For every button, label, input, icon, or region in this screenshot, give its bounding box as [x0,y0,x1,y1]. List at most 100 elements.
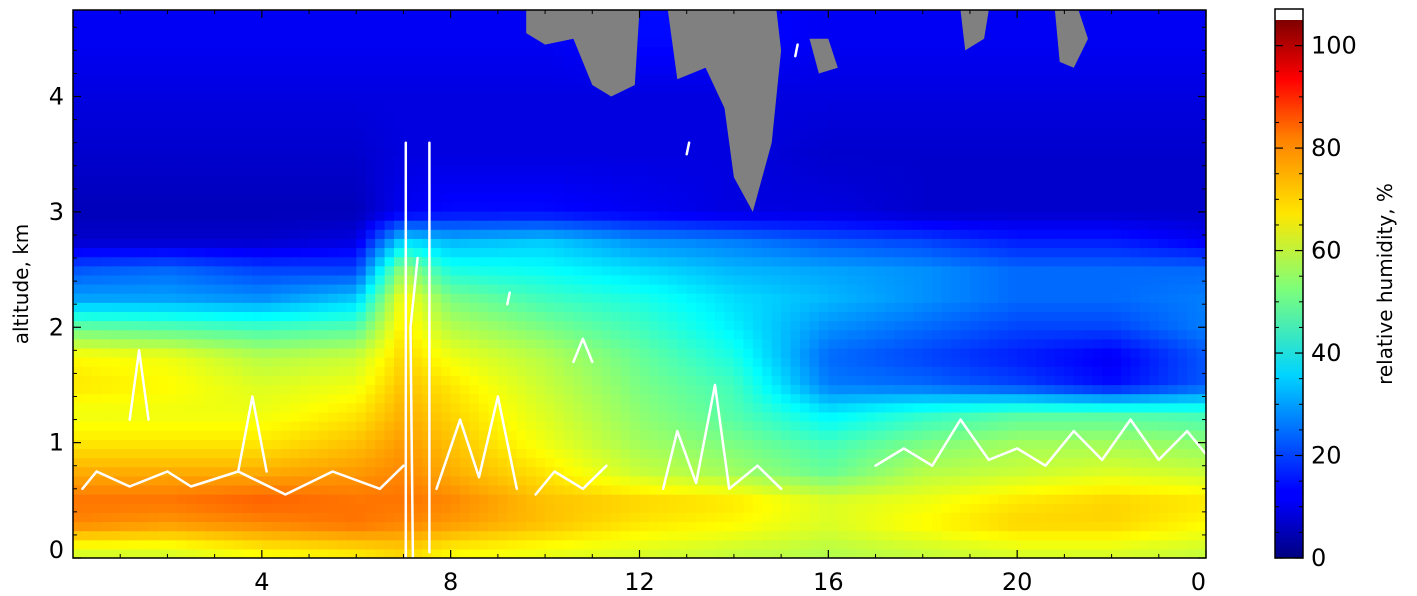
heatmap-cell [318,494,329,504]
heatmap-cell [195,494,206,504]
heatmap-cell [271,448,282,459]
heatmap-cell [110,539,121,550]
heatmap-cell [582,430,593,440]
heatmap-cell [677,220,688,230]
heatmap-cell [1026,183,1037,194]
heatmap-cell [847,375,858,386]
heatmap-cell [743,274,754,285]
heatmap-cell [781,256,792,267]
heatmap-cell [884,421,896,431]
heatmap-cell [535,347,546,358]
heatmap-cell [82,293,93,303]
heatmap-cell [318,539,329,550]
heatmap-cell [960,347,971,358]
heatmap-cell [280,457,291,468]
heatmap-cell [658,521,669,532]
heatmap-cell [535,457,546,468]
heatmap-cell [762,293,773,303]
heatmap-cell [1092,347,1103,358]
heatmap-cell [431,210,442,221]
heatmap-cell [261,512,272,523]
heatmap-cell [866,548,877,558]
heatmap-cell [1187,512,1198,523]
heatmap-cell [431,201,442,212]
heatmap-cell [129,439,140,449]
heatmap-cell [91,421,102,431]
heatmap-cell [988,402,999,413]
heatmap-cell [488,183,499,194]
heatmap-cell [545,494,556,504]
heatmap-cell [960,201,971,212]
heatmap-cell [884,201,896,212]
heatmap-cell [535,375,546,386]
heatmap-cell [73,366,84,376]
heatmap-cell [752,347,763,358]
heatmap-cell [884,457,896,468]
heatmap-cell [129,411,140,422]
heatmap-cell [969,201,980,212]
heatmap-cell [639,530,650,541]
heatmap-cell [573,530,584,541]
heatmap-cell [337,521,348,532]
heatmap-cell [375,512,386,523]
heatmap-cell [856,494,867,504]
heatmap-cell [1007,274,1018,285]
heatmap-cell [903,229,914,239]
heatmap-cell [658,393,669,404]
heatmap-cell [951,384,962,395]
heatmap-cell [299,256,310,267]
heatmap-cell [998,274,1009,285]
heatmap-cell [337,357,348,367]
heatmap-cell [988,466,999,477]
heatmap-cell [913,430,924,440]
heatmap-cell [1196,466,1206,477]
heatmap-cell [1102,475,1113,486]
heatmap-cell [611,457,622,468]
heatmap-cell [781,302,792,312]
heatmap-cell [1017,338,1028,349]
heatmap-cell [903,302,914,312]
heatmap-cell [469,284,480,294]
heatmap-cell [460,366,471,376]
heatmap-cell [941,320,952,331]
heatmap-cell [1092,357,1103,367]
heatmap-cell [733,548,744,558]
heatmap-cell [101,311,112,322]
heatmap-cell [233,357,244,367]
heatmap-cell [1007,293,1018,303]
heatmap-cell [1073,183,1084,194]
heatmap-cell [73,393,84,404]
heatmap-cell [677,512,688,523]
heatmap-cell [809,530,820,541]
heatmap-cell [1064,311,1075,322]
heatmap-cell [762,302,773,312]
heatmap-cell [705,256,716,267]
heatmap-cell [903,320,914,331]
heatmap-cell [677,229,688,239]
heatmap-cell [1130,475,1141,486]
heatmap-cell [903,393,914,404]
heatmap-cell [422,484,433,495]
heatmap-cell [214,448,225,459]
heatmap-cell [1149,494,1160,504]
heatmap-cell [658,530,669,541]
heatmap-cell [667,329,678,340]
heatmap-cell [526,466,537,477]
heatmap-cell [1083,521,1094,532]
heatmap-cell [639,375,650,386]
heatmap-cell [82,411,93,422]
heatmap-cell [818,256,829,267]
heatmap-cell [545,539,556,550]
heatmap-cell [431,548,442,558]
heatmap-cell [375,530,386,541]
heatmap-cell [960,329,971,340]
heatmap-cell [356,256,367,267]
heatmap-cell [875,192,886,203]
heatmap-cell [431,521,442,532]
heatmap-cell [1102,329,1113,340]
heatmap-cell [969,375,980,386]
heatmap-cell [837,320,848,331]
heatmap-cell [998,338,1009,349]
heatmap-cell [233,311,244,322]
heatmap-cell [1054,274,1065,285]
